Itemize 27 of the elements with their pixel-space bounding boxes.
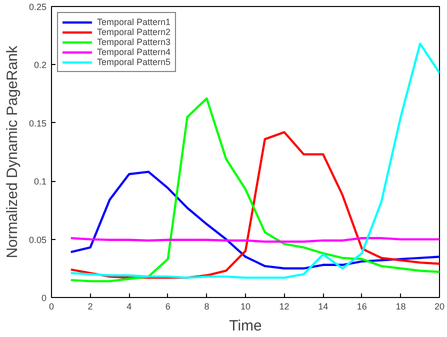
legend-label: Temporal Pattern4 — [97, 47, 171, 57]
line-series — [70, 131, 440, 279]
y-tick-label: 0.15 — [28, 118, 47, 128]
x-tick-label: 14 — [318, 302, 328, 312]
y-tick-label: 0 — [41, 293, 47, 303]
x-tick-label: 10 — [240, 302, 251, 312]
legend-label: Temporal Pattern1 — [97, 17, 171, 27]
x-tick-label: 2 — [88, 302, 93, 312]
x-tick-label: 4 — [126, 302, 132, 312]
legend-label: Temporal Pattern5 — [97, 57, 171, 67]
y-tick-label: 0.05 — [28, 234, 47, 245]
y-tick-label: 0.25 — [28, 2, 47, 12]
x-tick-label: 16 — [356, 302, 367, 312]
y-tick-label: 0.2 — [34, 60, 47, 70]
x-tick-label: 18 — [396, 302, 406, 312]
x-tick-label: 6 — [165, 302, 170, 312]
x-tick-label: 8 — [204, 302, 210, 312]
line-series — [70, 97, 440, 282]
line-series — [70, 170, 440, 270]
y-axis-title: Normalized Dynamic PageRank — [4, 45, 21, 258]
x-tick-label: 0 — [48, 302, 54, 312]
y-tick-label: 0.1 — [34, 176, 47, 187]
legend-label: Temporal Pattern2 — [97, 27, 171, 37]
legend-label: Temporal Pattern3 — [97, 37, 171, 47]
x-tick-label: 12 — [279, 302, 290, 312]
x-axis-title: Time — [229, 318, 262, 334]
x-tick-label: 20 — [434, 302, 445, 312]
